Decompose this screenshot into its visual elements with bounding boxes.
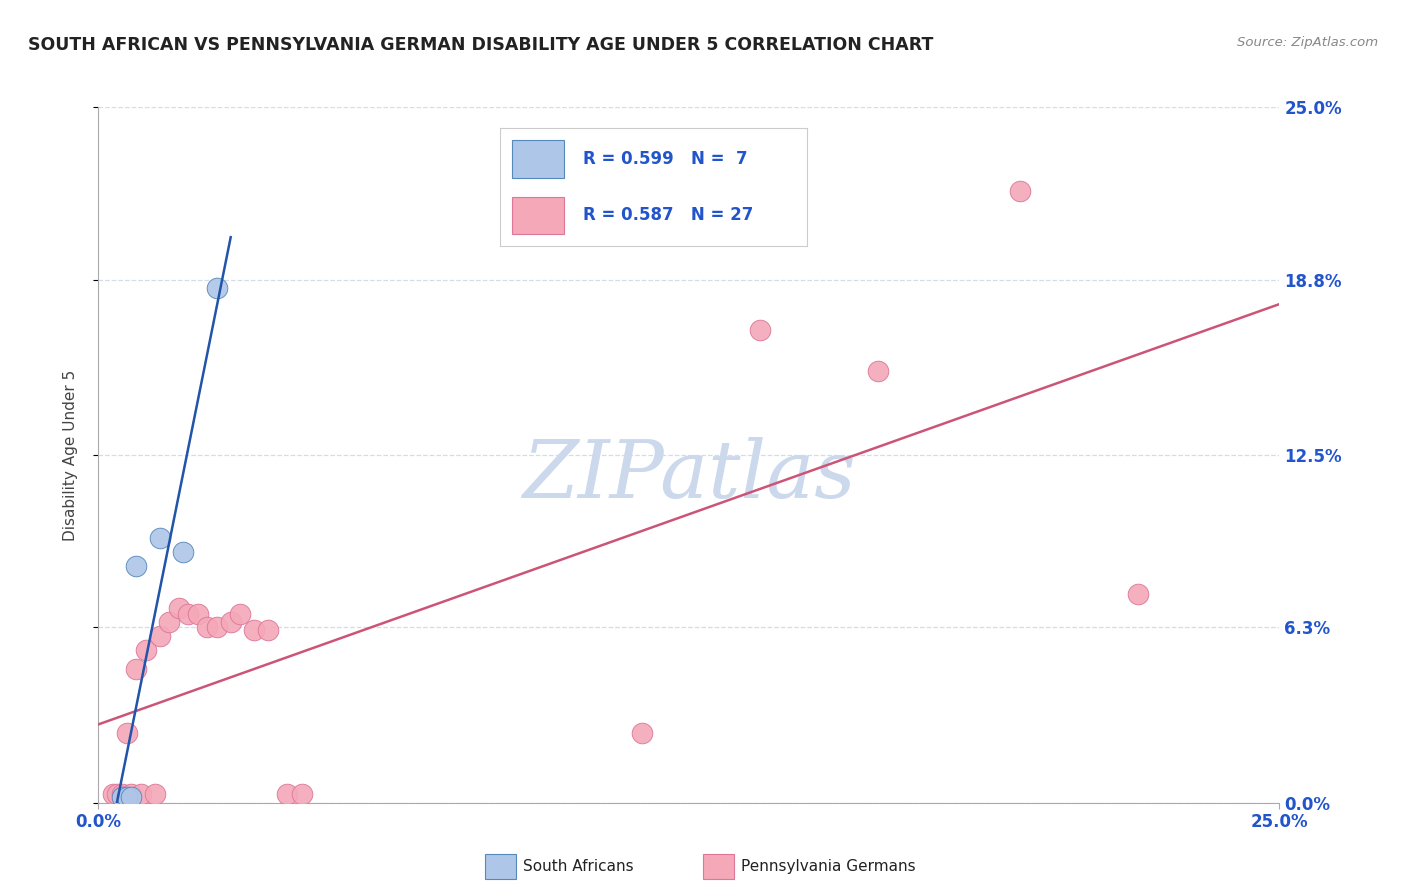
Point [129,788,152,802]
Point [177,607,200,621]
Point [205,281,228,295]
Point [157,615,180,629]
Point [149,532,172,546]
Point [866,364,889,378]
Point [276,788,298,802]
Point [121,788,143,802]
Point [1126,587,1149,601]
Point [115,790,138,805]
Point [101,788,124,802]
Text: Pennsylvania Germans: Pennsylvania Germans [741,859,915,873]
Y-axis label: Disability Age Under 5: Disability Age Under 5 [63,369,77,541]
Point [195,620,218,634]
Point [115,726,138,740]
Text: ZIPatlas: ZIPatlas [522,437,856,515]
Point [290,788,312,802]
Point [143,788,166,802]
Point [748,323,770,337]
Point [172,545,194,559]
Text: South Africans: South Africans [523,859,634,873]
Point [243,624,266,638]
Point [630,726,652,740]
Point [149,629,172,643]
Point [187,607,209,621]
Text: Source: ZipAtlas.com: Source: ZipAtlas.com [1237,36,1378,49]
Point [105,788,128,802]
Text: SOUTH AFRICAN VS PENNSYLVANIA GERMAN DISABILITY AGE UNDER 5 CORRELATION CHART: SOUTH AFRICAN VS PENNSYLVANIA GERMAN DIS… [28,36,934,54]
Point [219,615,242,629]
Point [121,790,143,805]
Point [167,601,190,615]
Point [1008,184,1031,198]
Point [205,620,228,634]
Point [229,607,252,621]
Point [111,790,134,805]
Point [257,624,280,638]
Point [111,788,134,802]
Point [125,662,148,676]
Point [135,642,157,657]
Point [125,559,148,574]
